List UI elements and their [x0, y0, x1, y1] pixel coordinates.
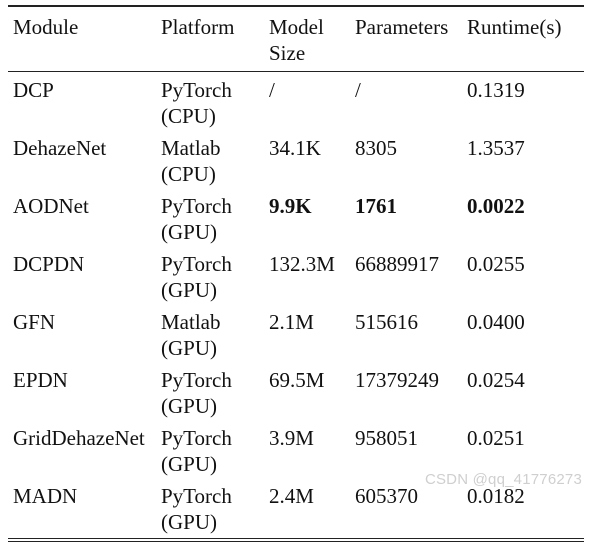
cell-platform: PyTorch (GPU) — [161, 194, 232, 244]
cell-runtime: 0.0251 — [467, 426, 525, 450]
watermark: CSDN @qq_41776273 — [424, 471, 582, 488]
cell-model-size: / — [269, 78, 275, 102]
cell-parameters: 958051 — [355, 426, 418, 450]
cell-platform: Matlab (CPU) — [161, 136, 221, 186]
header-runtime: Runtime(s) — [467, 15, 562, 39]
cell-model-size: 69.5M — [269, 368, 325, 392]
cell-model-size: 3.9M — [269, 426, 314, 450]
cell-platform: PyTorch (GPU) — [161, 368, 232, 418]
model-comparison-table: Module Platform Model Size Parameters Ru… — [8, 7, 584, 71]
cell-platform: PyTorch (GPU) — [161, 252, 232, 302]
cell-parameters: 1761 — [355, 194, 397, 218]
cell-module: GridDehazeNet — [13, 426, 145, 450]
cell-module: DCPDN — [13, 252, 85, 276]
table-row: DCPDN PyTorch (GPU) 132.3M 66889917 0.0255 — [8, 246, 584, 304]
cell-runtime: 0.0254 — [467, 368, 525, 392]
cell-parameters: 66889917 — [355, 252, 439, 276]
cell-runtime: 0.0255 — [467, 252, 525, 276]
table-row: GFN Matlab (GPU) 2.1M 515616 0.0400 — [8, 304, 584, 362]
cell-model-size: 132.3M — [269, 252, 335, 276]
cell-runtime: 0.0022 — [467, 194, 525, 218]
cell-module: MADN — [13, 484, 78, 508]
table-row: GridDehazeNet PyTorch (GPU) 3.9M 958051 0.02… — [8, 420, 584, 478]
header-platform: Platform — [161, 15, 235, 39]
header-row: Module Platform Model Size Parameters Ru… — [8, 7, 584, 71]
header-parameters: Parameters — [355, 15, 449, 39]
cell-model-size: 2.1M — [269, 310, 314, 334]
table-row: DehazeNet Matlab (CPU) 34.1K 8305 1.3537 — [8, 130, 584, 188]
model-comparison-body: DCP PyTorch (CPU) / / 0.1319 DehazeNet Matlab … — [8, 72, 584, 536]
cell-module: DehazeNet — [13, 136, 107, 160]
header-module: Module — [13, 15, 79, 39]
cell-platform: Matlab (GPU) — [161, 310, 221, 360]
cell-module: AODNet — [13, 194, 89, 218]
cell-module: DCP — [13, 78, 54, 102]
cell-model-size: 9.9K — [269, 194, 312, 218]
cell-model-size: 2.4M — [269, 484, 314, 508]
table-row: AODNet PyTorch (GPU) 9.9K 1761 0.0022 — [8, 188, 584, 246]
cell-module: GFN — [13, 310, 56, 334]
cell-runtime: 1.3537 — [467, 136, 525, 160]
cell-module: EPDN — [13, 368, 68, 392]
top-rule — [8, 5, 584, 7]
table-row: EPDN PyTorch (GPU) 69.5M 17379249 0.0254 — [8, 362, 584, 420]
cell-parameters: 8305 — [355, 136, 397, 160]
cell-platform: PyTorch (GPU) — [161, 484, 232, 534]
cell-model-size: 34.1K — [269, 136, 321, 160]
cell-parameters: 17379249 — [355, 368, 439, 392]
cell-platform: PyTorch (GPU) — [161, 426, 232, 476]
header-model-size: Model Size — [269, 15, 324, 65]
cell-runtime: 0.1319 — [467, 78, 525, 102]
table-row: DCP PyTorch (CPU) / / 0.1319 — [8, 72, 584, 130]
cell-parameters: / — [355, 78, 361, 102]
comparison-table-container: Module Platform Model Size Parameters Ru… — [8, 5, 584, 542]
cell-runtime: 0.0400 — [467, 310, 525, 334]
header-rule — [8, 71, 584, 72]
cell-platform: PyTorch (CPU) — [161, 78, 232, 128]
cell-parameters: 515616 — [355, 310, 418, 334]
